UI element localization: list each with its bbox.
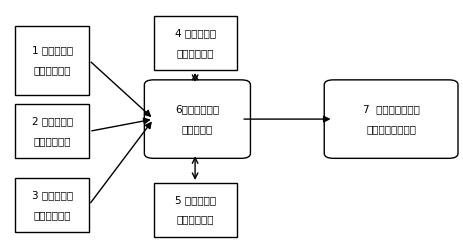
FancyBboxPatch shape (324, 80, 457, 158)
Text: 油温监测系统: 油温监测系统 (33, 65, 71, 75)
Text: 2 变电站环境: 2 变电站环境 (31, 117, 73, 126)
Text: 6变压器绕组温: 6变压器绕组温 (175, 104, 219, 114)
Text: 参数提取系统: 参数提取系统 (176, 48, 213, 58)
FancyBboxPatch shape (153, 16, 236, 70)
Text: 温度监测系统: 温度监测系统 (33, 136, 71, 146)
Text: 3 变压器负载: 3 变压器负载 (31, 190, 73, 200)
Text: 计算结果储存模块: 计算结果储存模块 (365, 124, 415, 134)
Text: 度计算模块: 度计算模块 (181, 124, 213, 134)
FancyBboxPatch shape (153, 183, 236, 237)
FancyBboxPatch shape (144, 80, 250, 158)
FancyBboxPatch shape (15, 178, 89, 232)
Text: 电流监测设备: 电流监测设备 (33, 210, 71, 220)
Text: 1 变压器顶层: 1 变压器顶层 (31, 45, 73, 56)
Text: 5 变压器绕组: 5 变压器绕组 (174, 195, 215, 205)
FancyBboxPatch shape (15, 104, 89, 158)
Text: 7  变压器绕组温度: 7 变压器绕组温度 (362, 104, 419, 114)
Text: 4 变压器设备: 4 变压器设备 (174, 28, 215, 38)
FancyBboxPatch shape (15, 26, 89, 94)
Text: 温度监测系统: 温度监测系统 (176, 215, 213, 225)
